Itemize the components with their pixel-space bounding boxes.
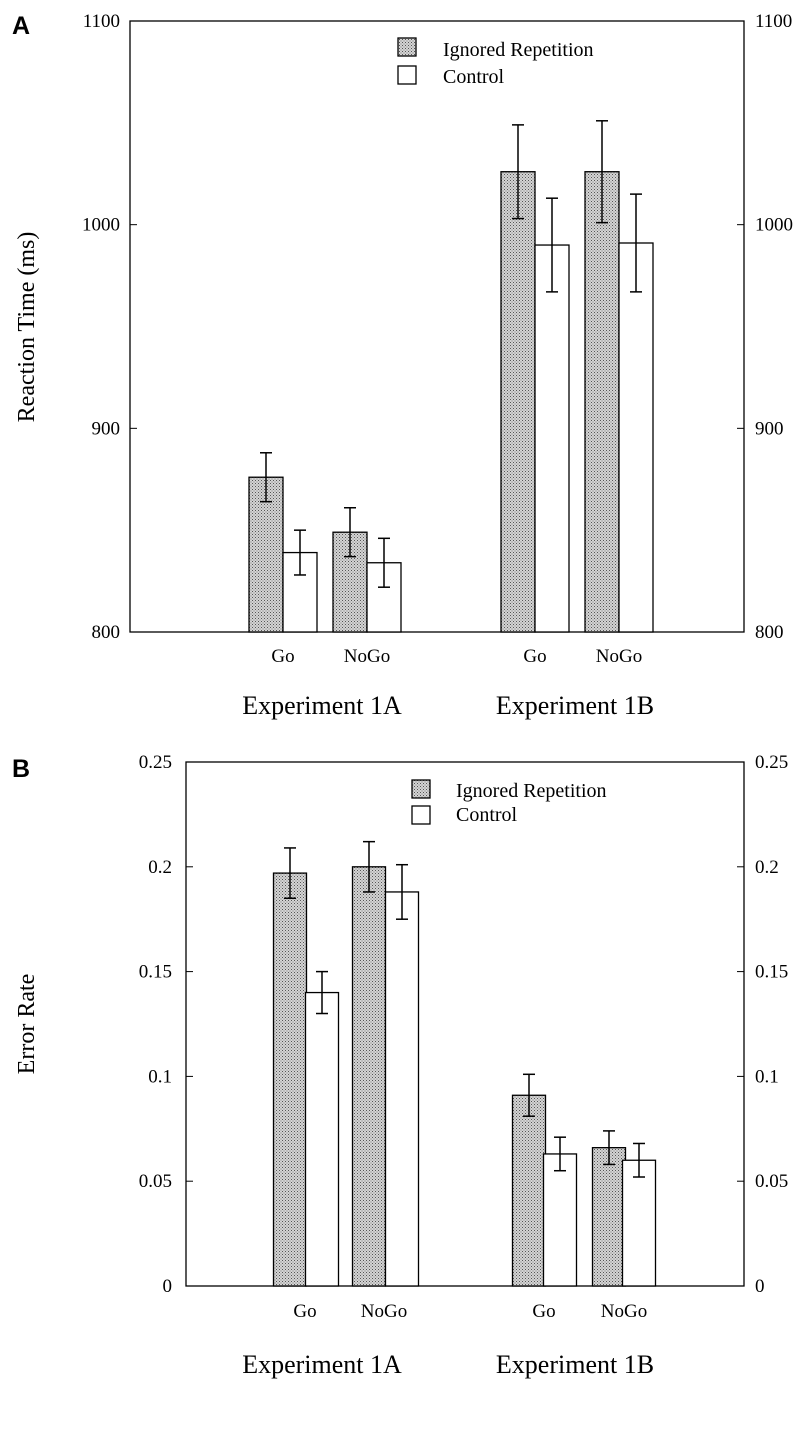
panel-a-plot-frame (129, 20, 745, 633)
panel-a-letter: A (12, 12, 30, 40)
panel-a-legend-label-ignored-repetition: Ignored Repetition (443, 39, 594, 61)
panel-b-category-label: Go (293, 1301, 316, 1322)
panel-b-ytick-label-left: 0.25 (139, 752, 172, 773)
panel-a-ytick-label-right: 900 (755, 418, 784, 439)
panel-a-bar-ignored-repetition-3 (584, 171, 620, 633)
panel-b-bar-control-3 (621, 1159, 657, 1287)
panel-a-category-label: Go (523, 646, 546, 667)
panel-a-category-label: NoGo (596, 646, 642, 667)
panel-a-ytick-label-right: 1100 (755, 11, 792, 32)
panel-b-category-label: NoGo (601, 1301, 647, 1322)
panel-b-ytick-label-right: 0 (755, 1276, 765, 1297)
panel-a-category-label: Go (271, 646, 294, 667)
panel-b-category-label: Go (532, 1301, 555, 1322)
panel-a-ytick-label-left: 900 (92, 418, 121, 439)
panel-b-legend-label-control: Control (456, 804, 518, 826)
panel-b-ytick-label-left: 0.2 (148, 857, 172, 878)
panel-b-ytick-label-right: 0.1 (755, 1066, 779, 1087)
panel-b-ytick-label-left: 0.1 (148, 1066, 172, 1087)
panel-b-letter: B (12, 755, 30, 783)
panel-a-ytick-label-left: 1000 (82, 215, 120, 236)
panel-b-legend-label-ignored-repetition: Ignored Repetition (456, 780, 607, 802)
panel-b-ytick-label-left: 0.15 (139, 962, 172, 983)
panel-b-ytick-label-right: 0.25 (755, 752, 788, 773)
panel-a-ytick-label-left: 800 (92, 622, 121, 643)
panel-a-legend-label-control: Control (443, 66, 505, 88)
panel-b-ytick-label-right: 0.2 (755, 857, 779, 878)
panel-a-legend-swatch-control (397, 65, 417, 85)
panel-a-bar-ignored-repetition-0 (248, 476, 284, 633)
panel-a-group-label: Experiment 1A (242, 691, 402, 720)
panel-b-ytick-label-left: 0 (163, 1276, 173, 1297)
panel-b-bar-ignored-repetition-0 (272, 872, 308, 1287)
panel-b-plot-frame (185, 761, 745, 1287)
panel-a-ytick-label-left: 1100 (83, 11, 120, 32)
panel-a-bar-ignored-repetition-2 (500, 171, 536, 633)
panel-a-bar-control-3 (618, 242, 654, 633)
panel-b-category-label: NoGo (361, 1301, 407, 1322)
panel-b-bar-control-0 (304, 991, 340, 1287)
panel-a-bar-control-1 (366, 562, 402, 633)
panel-b-legend-swatch-control (411, 805, 431, 825)
panel-b-ytick-label-right: 0.15 (755, 962, 788, 983)
panel-a-bar-control-2 (534, 244, 570, 633)
panel-a-category-label: NoGo (344, 646, 390, 667)
panel-b-ytick-label-right: 0.05 (755, 1171, 788, 1192)
panel-b-bar-ignored-repetition-1 (351, 866, 387, 1287)
panel-b-bar-ignored-repetition-2 (511, 1094, 547, 1287)
panel-a-y-axis-label: Reaction Time (ms) (14, 232, 40, 423)
panel-b-group-label: Experiment 1A (242, 1350, 402, 1379)
panel-a-group-label: Experiment 1B (496, 691, 654, 720)
panel-b-bar-ignored-repetition-3 (591, 1147, 627, 1287)
panel-b-group-label: Experiment 1B (496, 1350, 654, 1379)
panel-b-bar-control-1 (384, 891, 420, 1287)
panel-a-legend-swatch-ignored-repetition (397, 37, 417, 57)
panel-b-bar-control-2 (542, 1153, 578, 1287)
panel-b-legend-swatch-ignored-repetition (411, 779, 431, 799)
panel-a-ytick-label-right: 1000 (755, 215, 793, 236)
panel-b-ytick-label-left: 0.05 (139, 1171, 172, 1192)
panel-b-y-axis-label: Error Rate (14, 974, 40, 1075)
panel-a-ytick-label-right: 800 (755, 622, 784, 643)
